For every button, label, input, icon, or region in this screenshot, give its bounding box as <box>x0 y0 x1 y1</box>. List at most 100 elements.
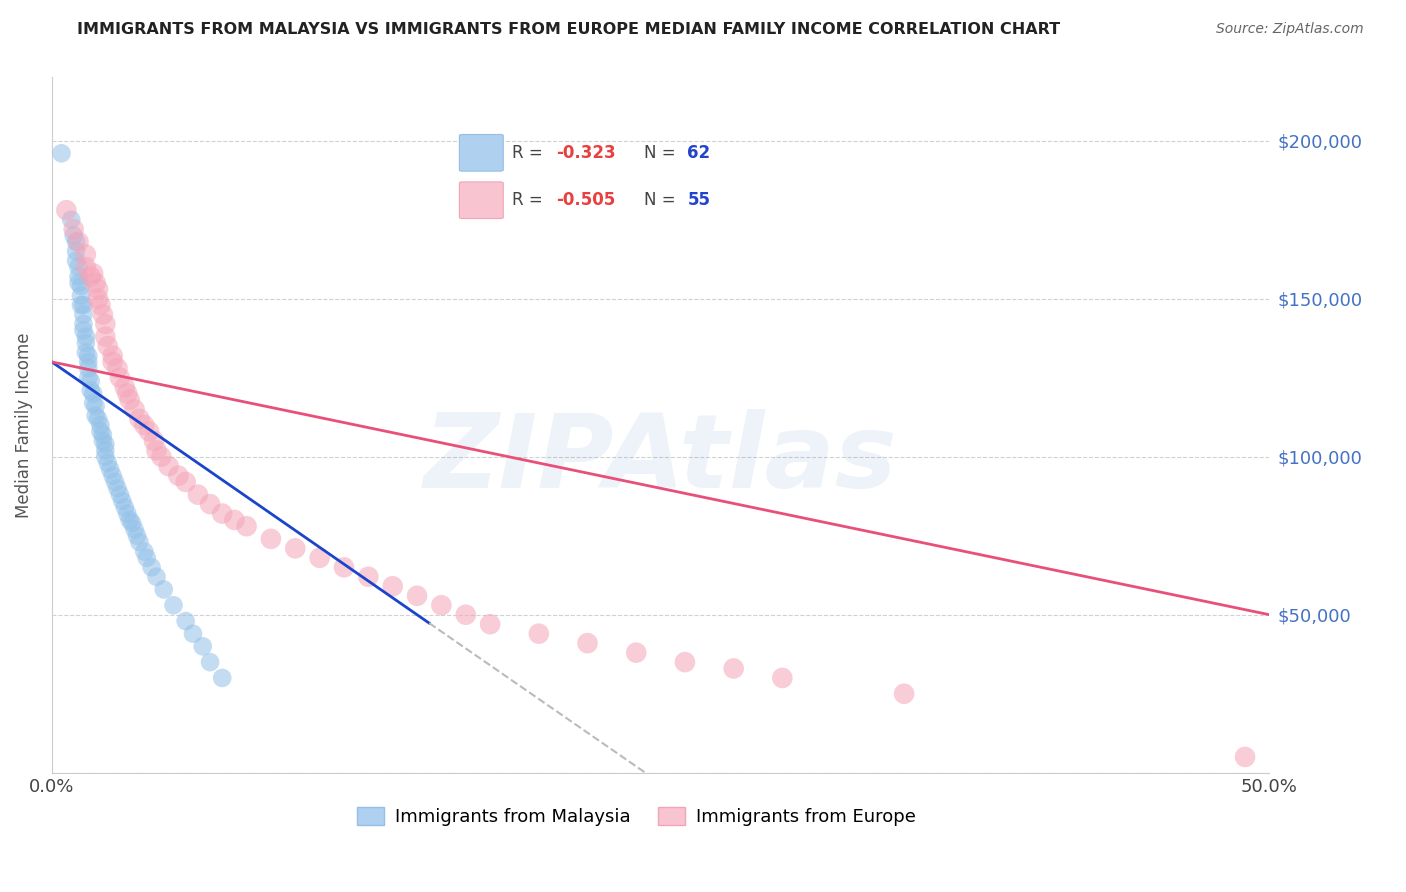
Point <box>381 579 404 593</box>
Point <box>211 671 233 685</box>
Point <box>114 500 136 515</box>
Point <box>72 323 94 337</box>
Point <box>198 497 221 511</box>
Point <box>124 522 146 536</box>
Point <box>60 212 83 227</box>
Point <box>51 146 73 161</box>
Point <box>70 279 93 293</box>
Point <box>77 361 100 376</box>
Point <box>626 646 648 660</box>
Point <box>135 550 157 565</box>
Point <box>65 235 87 249</box>
Point <box>118 392 141 407</box>
Point <box>108 370 131 384</box>
Point <box>87 411 110 425</box>
Point <box>75 247 97 261</box>
Point <box>454 607 477 622</box>
Point <box>65 253 87 268</box>
Point <box>893 687 915 701</box>
Point <box>55 203 77 218</box>
Point <box>87 292 110 306</box>
Point <box>80 269 103 284</box>
Point <box>145 570 167 584</box>
Point <box>82 396 104 410</box>
Point <box>138 425 160 439</box>
Point <box>141 560 163 574</box>
Point <box>94 443 117 458</box>
Point <box>94 437 117 451</box>
Point <box>181 626 204 640</box>
Point <box>77 370 100 384</box>
Y-axis label: Median Family Income: Median Family Income <box>15 333 32 518</box>
Point <box>527 626 550 640</box>
Point <box>235 519 257 533</box>
Point <box>62 222 84 236</box>
Point <box>101 355 124 369</box>
Point <box>111 494 134 508</box>
Point <box>162 599 184 613</box>
Point <box>121 516 143 530</box>
Point <box>143 434 166 448</box>
Point <box>157 459 180 474</box>
Point <box>67 269 90 284</box>
Point <box>479 617 502 632</box>
Point <box>94 317 117 331</box>
Point <box>211 507 233 521</box>
Point <box>65 244 87 259</box>
Point <box>145 443 167 458</box>
Point <box>87 282 110 296</box>
Point <box>97 339 120 353</box>
Point <box>134 418 156 433</box>
Point <box>224 513 246 527</box>
Point <box>260 532 283 546</box>
Point <box>167 468 190 483</box>
Point <box>72 298 94 312</box>
Point <box>62 228 84 243</box>
Point <box>191 640 214 654</box>
Text: ZIPAtlas: ZIPAtlas <box>423 409 897 510</box>
Point <box>75 329 97 343</box>
Point <box>357 570 380 584</box>
Point <box>150 450 173 464</box>
Point <box>124 402 146 417</box>
Point <box>770 671 793 685</box>
Point <box>91 427 114 442</box>
Point <box>67 235 90 249</box>
Point <box>91 434 114 448</box>
Point <box>84 409 107 423</box>
Point <box>125 529 148 543</box>
Point <box>80 374 103 388</box>
Legend: Immigrants from Malaysia, Immigrants from Europe: Immigrants from Malaysia, Immigrants fro… <box>350 799 922 833</box>
Point <box>77 355 100 369</box>
Point <box>82 266 104 280</box>
Point <box>80 384 103 398</box>
Point <box>84 399 107 413</box>
Point <box>406 589 429 603</box>
Text: IMMIGRANTS FROM MALAYSIA VS IMMIGRANTS FROM EUROPE MEDIAN FAMILY INCOME CORRELAT: IMMIGRANTS FROM MALAYSIA VS IMMIGRANTS F… <box>77 22 1060 37</box>
Point <box>723 661 745 675</box>
Point <box>75 260 97 274</box>
Point <box>673 655 696 669</box>
Point <box>70 288 93 302</box>
Point <box>108 488 131 502</box>
Point <box>117 386 139 401</box>
Point <box>198 655 221 669</box>
Point <box>174 614 197 628</box>
Point <box>308 550 330 565</box>
Point <box>72 317 94 331</box>
Point <box>97 456 120 470</box>
Point <box>333 560 356 574</box>
Point <box>101 349 124 363</box>
Point <box>89 298 111 312</box>
Point <box>104 475 127 489</box>
Point <box>576 636 599 650</box>
Point <box>101 468 124 483</box>
Point <box>67 276 90 290</box>
Point <box>75 335 97 350</box>
Point <box>117 507 139 521</box>
Point <box>84 276 107 290</box>
Point <box>107 361 129 376</box>
Point <box>94 450 117 464</box>
Point <box>1234 750 1257 764</box>
Point <box>67 260 90 274</box>
